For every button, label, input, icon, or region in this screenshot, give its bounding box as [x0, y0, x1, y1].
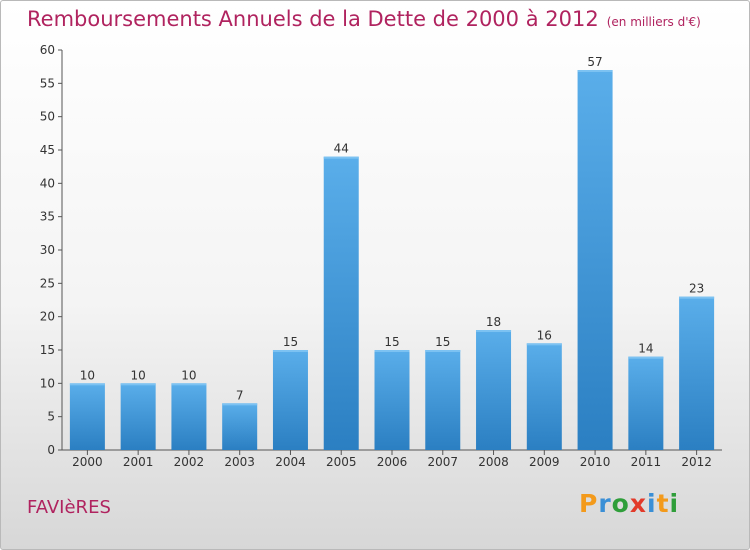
y-tick-label: 60: [40, 43, 55, 57]
y-tick-label: 10: [40, 376, 55, 390]
y-tick-label: 50: [40, 110, 55, 124]
x-tick-label: 2008: [478, 455, 509, 469]
bar-top-edge: [272, 350, 308, 352]
y-tick-label: 15: [40, 343, 55, 357]
y-tick-label: 0: [47, 443, 55, 457]
bar-value-label: 15: [384, 335, 399, 349]
x-tick-label: 2002: [174, 455, 205, 469]
y-tick-label: 55: [40, 76, 55, 90]
bar-value-label: 10: [80, 368, 95, 382]
y-tick-label: 30: [40, 243, 55, 257]
bar: [526, 343, 562, 450]
bar: [679, 296, 715, 450]
bar: [374, 350, 410, 450]
bar-value-label: 10: [131, 368, 146, 382]
x-tick-label: 2011: [631, 455, 662, 469]
bar-value-label: 15: [283, 335, 298, 349]
bar: [171, 383, 207, 450]
y-tick-label: 35: [40, 210, 55, 224]
logo-letter: i: [647, 489, 657, 518]
bar-value-label: 14: [638, 342, 653, 356]
logo-letter: r: [598, 489, 612, 518]
bar: [476, 330, 512, 450]
bar: [69, 383, 105, 450]
bar: [323, 156, 359, 450]
proxiti-logo: Proxiti: [579, 489, 679, 518]
bar: [272, 350, 308, 450]
data-labels: 10 10 10 7 15 44 15 15 18 16 57 14 23: [80, 55, 705, 402]
bar-top-edge: [222, 403, 258, 406]
x-tick-label: 2007: [427, 455, 458, 469]
bar: [120, 383, 156, 450]
chart-title-text: Remboursements Annuels de la Dette de 20…: [27, 7, 599, 31]
bar-value-label: 10: [181, 368, 196, 382]
logo-letter: t: [656, 489, 670, 518]
y-tick-label: 20: [40, 310, 55, 324]
x-tick-label: 2009: [529, 455, 560, 469]
bar-top-edge: [628, 356, 664, 359]
x-tick-label: 2005: [326, 455, 357, 469]
x-tick-label: 2010: [580, 455, 611, 469]
bar-value-label: 57: [587, 55, 602, 69]
bar: [222, 403, 258, 450]
bar-top-edge: [476, 330, 512, 332]
bar-top-edge: [69, 383, 105, 386]
bar-top-edge: [171, 383, 207, 386]
bar-value-label: 15: [435, 335, 450, 349]
x-tick-label: 2001: [123, 455, 154, 469]
logo-letter: i: [669, 489, 680, 518]
bar-value-label: 23: [689, 282, 704, 296]
x-tick-label: 2006: [377, 455, 408, 469]
bar-top-edge: [120, 383, 156, 386]
logo-letter: x: [629, 489, 647, 518]
chart-unit: (en milliers d'€): [606, 15, 701, 29]
chart-title: Remboursements Annuels de la Dette de 20…: [27, 7, 701, 31]
bar: [425, 350, 461, 450]
commune-name: FAVIèRES: [27, 497, 111, 518]
bar-top-edge: [679, 296, 715, 299]
bar-top-edge: [577, 70, 613, 72]
x-tick-label: 2000: [72, 455, 103, 469]
bar: [577, 70, 613, 450]
bar-value-label: 7: [236, 388, 244, 402]
bars: [69, 70, 715, 450]
bar-top-edge: [526, 343, 562, 346]
logo-letter: o: [611, 489, 630, 518]
x-tick-label: 2004: [275, 455, 306, 469]
y-tick-label: 5: [47, 410, 55, 424]
bar-value-label: 18: [486, 315, 501, 329]
logo-letter: P: [579, 489, 599, 518]
bar: [628, 356, 664, 450]
x-tick-label: 2012: [681, 455, 712, 469]
y-tick-label: 25: [40, 276, 55, 290]
bar-top-edge: [323, 156, 359, 159]
bar-top-edge: [425, 350, 461, 352]
bar-value-label: 16: [537, 328, 552, 342]
y-tick-label: 40: [40, 176, 55, 190]
x-tick-label: 2003: [224, 455, 255, 469]
y-tick-label: 45: [40, 143, 55, 157]
bar-top-edge: [374, 350, 410, 352]
bar-value-label: 44: [334, 142, 349, 156]
